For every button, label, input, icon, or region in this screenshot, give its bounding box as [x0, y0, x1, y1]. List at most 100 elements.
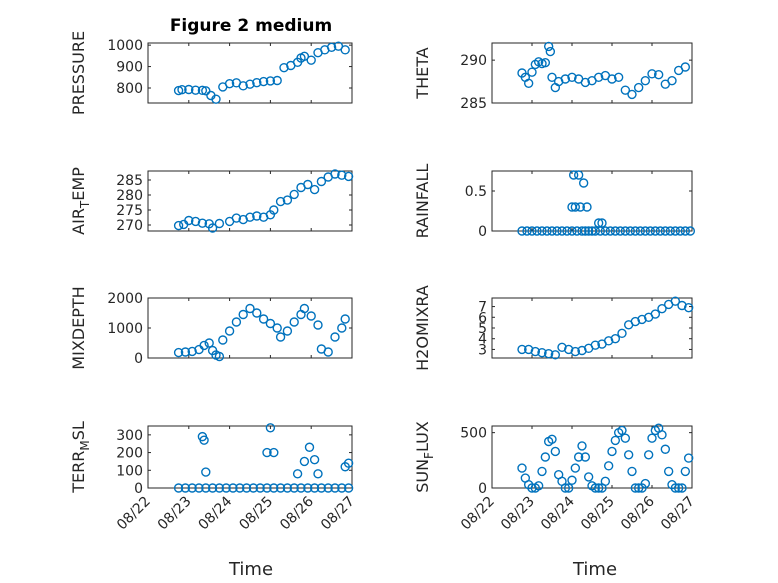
data-point — [275, 332, 286, 342]
data-point — [527, 483, 537, 493]
data-point — [340, 314, 350, 324]
data-point — [238, 309, 248, 320]
data-point — [197, 218, 208, 228]
data-point — [252, 308, 262, 318]
data-point — [241, 483, 252, 493]
data-point — [199, 340, 209, 351]
data-point — [275, 483, 286, 493]
y-tick-label: 800 — [116, 81, 143, 97]
y-tick-label: 500 — [460, 426, 487, 442]
data-point — [337, 483, 347, 493]
data-point — [600, 226, 611, 236]
data-point — [537, 226, 547, 236]
data-point — [303, 483, 313, 493]
data-point — [252, 77, 262, 88]
data-point — [262, 483, 272, 493]
data-point — [218, 335, 228, 345]
data-point — [248, 483, 259, 493]
data-point — [578, 178, 589, 188]
data-point — [207, 223, 218, 233]
y-axis-label: THETA — [413, 47, 432, 99]
data-point — [653, 70, 664, 80]
x-tick-label: 08/23 — [155, 494, 195, 534]
y-tick-label: 1000 — [107, 38, 143, 54]
data-point — [282, 326, 293, 336]
data-point — [330, 169, 340, 179]
data-point — [583, 226, 594, 236]
data-point — [562, 226, 572, 236]
data-point — [633, 82, 644, 93]
data-point — [323, 347, 333, 357]
data-point — [190, 216, 201, 227]
data-point — [577, 226, 587, 236]
data-point — [640, 226, 651, 236]
data-point — [245, 212, 255, 222]
data-point — [573, 170, 584, 180]
y-axis-label: TERRMSL — [69, 421, 92, 494]
data-point — [680, 226, 691, 236]
data-point — [272, 75, 282, 86]
data-point — [517, 463, 527, 473]
data-point — [640, 76, 651, 86]
y-tick-label: 285 — [116, 173, 143, 189]
data-point — [252, 211, 262, 221]
data-point — [173, 347, 184, 358]
data-point — [306, 55, 316, 65]
data-point — [265, 423, 276, 433]
data-point — [623, 450, 634, 460]
data-point — [613, 72, 624, 82]
data-point — [667, 76, 677, 86]
data-point — [275, 196, 286, 207]
data-point — [272, 323, 282, 333]
data-point — [647, 69, 657, 79]
data-point — [224, 326, 235, 336]
data-point — [228, 483, 238, 493]
data-point — [577, 441, 587, 451]
data-point — [269, 447, 279, 458]
data-point — [306, 311, 316, 321]
data-point — [299, 456, 310, 467]
data-point — [633, 483, 644, 493]
data-point — [238, 81, 248, 91]
data-point — [190, 85, 201, 95]
data-point — [610, 435, 621, 446]
x-tick-label: 08/27 — [658, 494, 698, 534]
data-point — [255, 483, 265, 493]
data-point — [593, 72, 604, 82]
y-tick-label: 0 — [134, 481, 143, 497]
data-point — [630, 483, 641, 493]
data-point — [683, 302, 694, 313]
data-point — [523, 78, 534, 88]
data-point — [299, 51, 310, 61]
data-point — [289, 483, 299, 493]
data-point — [543, 41, 554, 52]
data-point — [593, 218, 604, 228]
data-point — [197, 85, 208, 96]
data-point — [557, 226, 567, 236]
data-point — [304, 442, 315, 452]
data-point — [299, 303, 310, 314]
data-point — [173, 220, 184, 231]
data-point — [184, 84, 194, 95]
data-point — [303, 179, 313, 190]
data-point — [560, 483, 571, 493]
y-tick-label: 7 — [478, 300, 487, 316]
data-point — [617, 328, 627, 339]
data-point — [547, 434, 557, 444]
x-axis-label-left: Time — [228, 559, 273, 580]
data-point — [337, 323, 347, 333]
data-point — [647, 433, 657, 443]
data-point — [343, 458, 354, 468]
x-tick-label: 08/22 — [458, 494, 498, 534]
subplot-sun-flux: 0 500 08/22 08/23 08/24 08/25 08/26 08/27 SUNFLU… — [413, 421, 698, 533]
x-axis-label-right: Time — [572, 559, 617, 580]
data-point — [269, 205, 279, 215]
data-point — [630, 226, 641, 236]
y-axis-label: MIXDEPTH — [69, 286, 88, 369]
data-point — [194, 483, 204, 493]
data-point — [540, 452, 551, 462]
data-point — [640, 478, 651, 489]
data-point — [201, 86, 211, 96]
